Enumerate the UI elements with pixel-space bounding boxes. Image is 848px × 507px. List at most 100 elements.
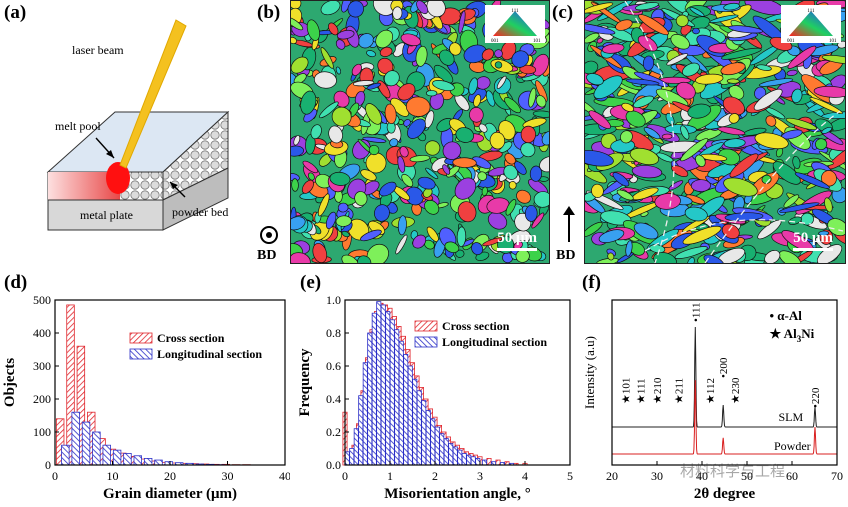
ebsd-grain [306,19,320,41]
ebsd-grain [720,62,746,76]
bar [367,332,373,466]
ebsd-grain [471,242,484,256]
ebsd-grain [457,201,477,223]
ebsd-grain [392,6,403,20]
ebsd-grain [637,35,658,52]
bar [376,301,382,466]
ebsd-grain [374,204,390,222]
bar [412,378,418,466]
ebsd-grain [783,194,800,208]
ebsd-grain [680,125,690,140]
ebsd-grain [794,172,830,189]
ebsd-grains-b [291,1,549,263]
ebsd-grain [541,131,549,146]
panel-label-a: (a) [4,2,27,23]
bar [143,457,153,466]
ebsd-grain [524,204,538,222]
x-tick-label: 0 [52,469,58,483]
legend-label: Cross section [442,319,510,333]
peak-annotation: •111 [690,302,702,322]
bar [81,421,91,466]
watermark: 材料科学与工程 [680,462,786,480]
ebsd-grain [403,119,411,127]
ipf-legend-c: 111 001 101 [781,5,841,43]
bar [416,390,422,466]
ebsd-grain [478,123,488,133]
ebsd-grain [754,132,789,150]
ebsd-grain [442,141,462,160]
ebsd-grain [821,170,837,187]
ebsd-grain [481,48,494,61]
ebsd-grain [607,252,615,261]
ebsd-grain [721,223,740,240]
series-label-slm: SLM [779,410,804,424]
panel-label-e: (e) [300,272,322,293]
ebsd-grain [685,194,706,205]
ebsd-grain [535,95,547,108]
ebsd-grain [824,197,833,213]
bar [353,428,359,466]
ebsd-grain [415,45,428,67]
ebsd-grain [631,165,663,179]
powder-bed-label: powder bed [172,205,228,219]
ebsd-grain [455,249,465,258]
ebsd-grain [593,75,623,99]
ebsd-grain [360,169,377,181]
ebsd-grain [375,29,394,49]
ebsd-grain [654,193,681,210]
ebsd-grain [397,155,406,173]
bar [457,449,463,466]
ebsd-grain [407,118,426,139]
ebsd-grain [502,252,514,263]
peak-annotation: ★211 [674,378,686,404]
ebsd-grain [649,244,666,254]
ebsd-grain [405,186,424,206]
bar [371,312,377,466]
bd-arrow-c [563,206,575,242]
ebsd-grain [335,66,341,75]
ebsd-grain [821,126,833,134]
ebsd-grain [351,63,362,76]
ebsd-grain [633,222,659,240]
ebsd-grain [728,113,740,124]
ebsd-grain [366,82,381,90]
ebsd-grain [400,33,421,47]
ebsd-grain [818,230,830,236]
melt-pool-label: melt pool [55,119,101,133]
y-tick-label: 0 [45,458,51,472]
ebsd-grain [399,146,409,158]
panel-label-f: (f) [582,272,601,293]
y-tick-label: 500 [33,293,51,307]
ebsd-grain [454,177,477,200]
ebsd-grain [468,77,478,95]
ebsd-grain [409,154,431,163]
ebsd-grain [360,229,382,242]
melt-pool-boundary [624,1,675,263]
ebsd-grain [424,199,440,215]
y-tick-label: 1.0 [326,293,341,307]
bar [385,311,391,466]
ebsd-grain [809,97,843,115]
ebsd-grain [516,189,532,204]
ebsd-grain [368,144,380,156]
ebsd-grain [625,240,633,257]
ebsd-grain [425,90,438,97]
metal-plate-label: metal plate [80,208,133,222]
bar [398,340,404,466]
ebsd-grain [426,1,446,18]
ebsd-grain [401,173,414,188]
ebsd-grain [726,78,740,84]
ebsd-grain [642,55,655,71]
ebsd-grain [723,138,746,149]
bar [133,455,142,466]
ebsd-grain [786,69,798,76]
ebsd-grain [317,193,330,217]
bar [495,459,501,466]
scale-bar-c: 50 μm [793,230,833,251]
panel-label-b: (b) [257,2,281,23]
bar [407,365,413,466]
ebsd-grain [337,202,349,213]
ebsd-grain [494,61,503,69]
x-tick-label: 2 [432,469,438,483]
